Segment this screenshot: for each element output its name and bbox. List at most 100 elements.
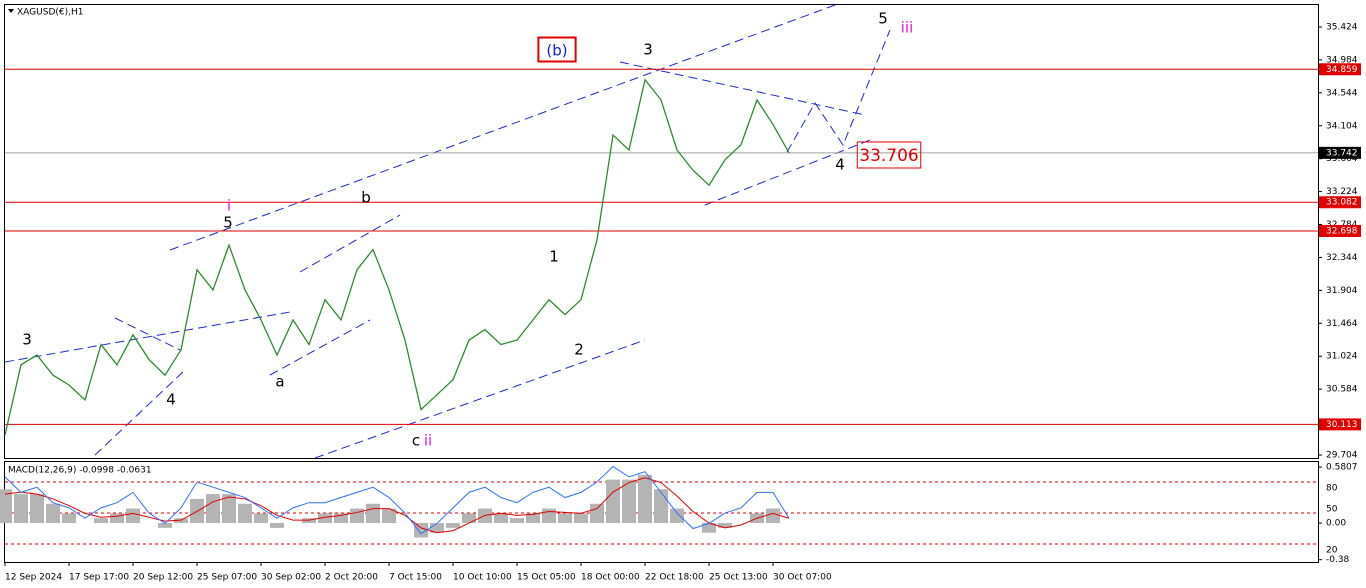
macd-bar — [574, 513, 588, 524]
wave-label: ii — [424, 432, 432, 450]
macd-bar — [318, 513, 332, 524]
x-tick-label: 18 Oct 00:00 — [581, 573, 640, 583]
macd-bar — [718, 523, 732, 528]
macd-bar — [126, 508, 140, 524]
level-label: 32.698 — [1326, 226, 1358, 236]
macd-bar — [670, 508, 684, 524]
wave-label: (b) — [546, 42, 567, 60]
macd-bar — [62, 513, 76, 524]
y-tick-label: 31.904 — [1326, 286, 1358, 296]
y2-tick-label: 20 — [1326, 546, 1338, 556]
macd-bar — [542, 508, 556, 524]
macd-bar — [606, 479, 620, 524]
macd-bar — [30, 494, 44, 524]
macd-bar — [414, 523, 428, 538]
trend-lines — [4, 4, 891, 459]
y-tick-label: 32.344 — [1326, 253, 1358, 263]
x-tick-label: 10 Oct 10:00 — [453, 573, 512, 583]
macd-bar — [14, 494, 28, 524]
macd-line — [4, 477, 790, 534]
level-tag — [1319, 146, 1361, 159]
x-tick-label: 30 Oct 07:00 — [773, 573, 832, 583]
level-label: 33.742 — [1326, 148, 1358, 158]
macd-bar — [558, 513, 572, 524]
wave-label: iii — [901, 19, 914, 37]
chart-title: XAGUSD(€),H1 — [17, 8, 83, 18]
macd-bar — [206, 494, 220, 524]
macd-bar — [46, 503, 60, 524]
level-label: 30.113 — [1326, 420, 1358, 430]
level-label: 34.859 — [1326, 65, 1358, 75]
x-tick-label: 15 Oct 05:00 — [517, 573, 576, 583]
macd-tick-label: 0.5807 — [1326, 463, 1358, 473]
macd-bar — [446, 523, 460, 528]
wave-label: a — [275, 373, 284, 391]
macd-bar — [222, 494, 236, 524]
wave-label: 5 — [223, 214, 233, 232]
level-tag — [1319, 224, 1361, 237]
x-tick-label: 22 Oct 18:00 — [645, 573, 704, 583]
x-tick-label: 25 Sep 07:00 — [197, 573, 257, 583]
macd-bar — [590, 503, 604, 524]
macd-bar — [0, 489, 12, 524]
label-box — [537, 36, 577, 63]
x-tick-label: 20 Sep 12:00 — [133, 573, 193, 583]
x-tick-label: 12 Sep 2024 — [5, 573, 62, 583]
macd-bar — [654, 489, 668, 524]
wave-label: b — [361, 189, 371, 207]
macd-bar — [510, 518, 524, 524]
level-label: 33.082 — [1326, 198, 1358, 208]
y-tick-label: 31.024 — [1326, 352, 1358, 362]
macd-tick-label: 0.00 — [1326, 519, 1346, 529]
macd-bar — [94, 518, 108, 524]
macd-bar — [158, 523, 172, 528]
y-tick-label: 34.104 — [1326, 121, 1358, 131]
wave-label: 4 — [835, 156, 845, 174]
x-tick-label: 25 Oct 13:00 — [709, 573, 768, 583]
label-box — [856, 141, 922, 169]
macd-bar — [366, 503, 380, 524]
macd-bar — [638, 474, 652, 524]
macd-bar — [766, 508, 780, 524]
macd-bar — [110, 513, 124, 524]
macd-tick-label: -0.38 — [1326, 555, 1350, 565]
x-tick-label: 17 Sep 17:00 — [69, 573, 129, 583]
wave-label: 2 — [574, 341, 584, 359]
macd-title: MACD(12,26,9) -0.0998 -0.0631 — [8, 466, 152, 476]
y-tick-label: 34.984 — [1326, 55, 1358, 65]
y-tick-label: 30.584 — [1326, 385, 1358, 395]
wave-label: 5 — [878, 10, 888, 28]
macd-bar — [430, 523, 444, 533]
macd-bar — [270, 523, 284, 528]
wave-label: 3 — [22, 331, 32, 349]
menu-arrow — [8, 9, 14, 13]
macd-line — [4, 465, 790, 535]
y2-tick-label: 50 — [1326, 505, 1338, 515]
x-tick-label: 2 Oct 20:00 — [325, 573, 378, 583]
macd-bar — [622, 479, 636, 524]
macd-bar — [462, 513, 476, 524]
macd-bar — [350, 508, 364, 524]
macd-bar — [254, 513, 268, 524]
level-tag — [1319, 418, 1361, 431]
level-tag — [1319, 196, 1361, 209]
x-tick-label: 30 Sep 02:00 — [261, 573, 321, 583]
wave-label: c — [412, 432, 420, 450]
macd-bar — [526, 513, 540, 524]
macd-bar — [702, 523, 716, 533]
wave-label: 1 — [549, 248, 559, 266]
y2-tick-label: 80 — [1326, 484, 1338, 494]
wave-label: i — [227, 197, 231, 215]
y-tick-label: 34.544 — [1326, 88, 1358, 98]
macd-bar — [382, 508, 396, 524]
wave-label: 33.706 — [859, 146, 918, 166]
y-tick-label: 33.664 — [1326, 154, 1358, 164]
macd-bar — [238, 503, 252, 524]
price-frame — [4, 4, 1319, 459]
y-tick-label: 35.424 — [1326, 22, 1358, 32]
wave-label: 3 — [643, 41, 653, 59]
macd-bar — [334, 513, 348, 524]
price-line — [4, 78, 790, 436]
